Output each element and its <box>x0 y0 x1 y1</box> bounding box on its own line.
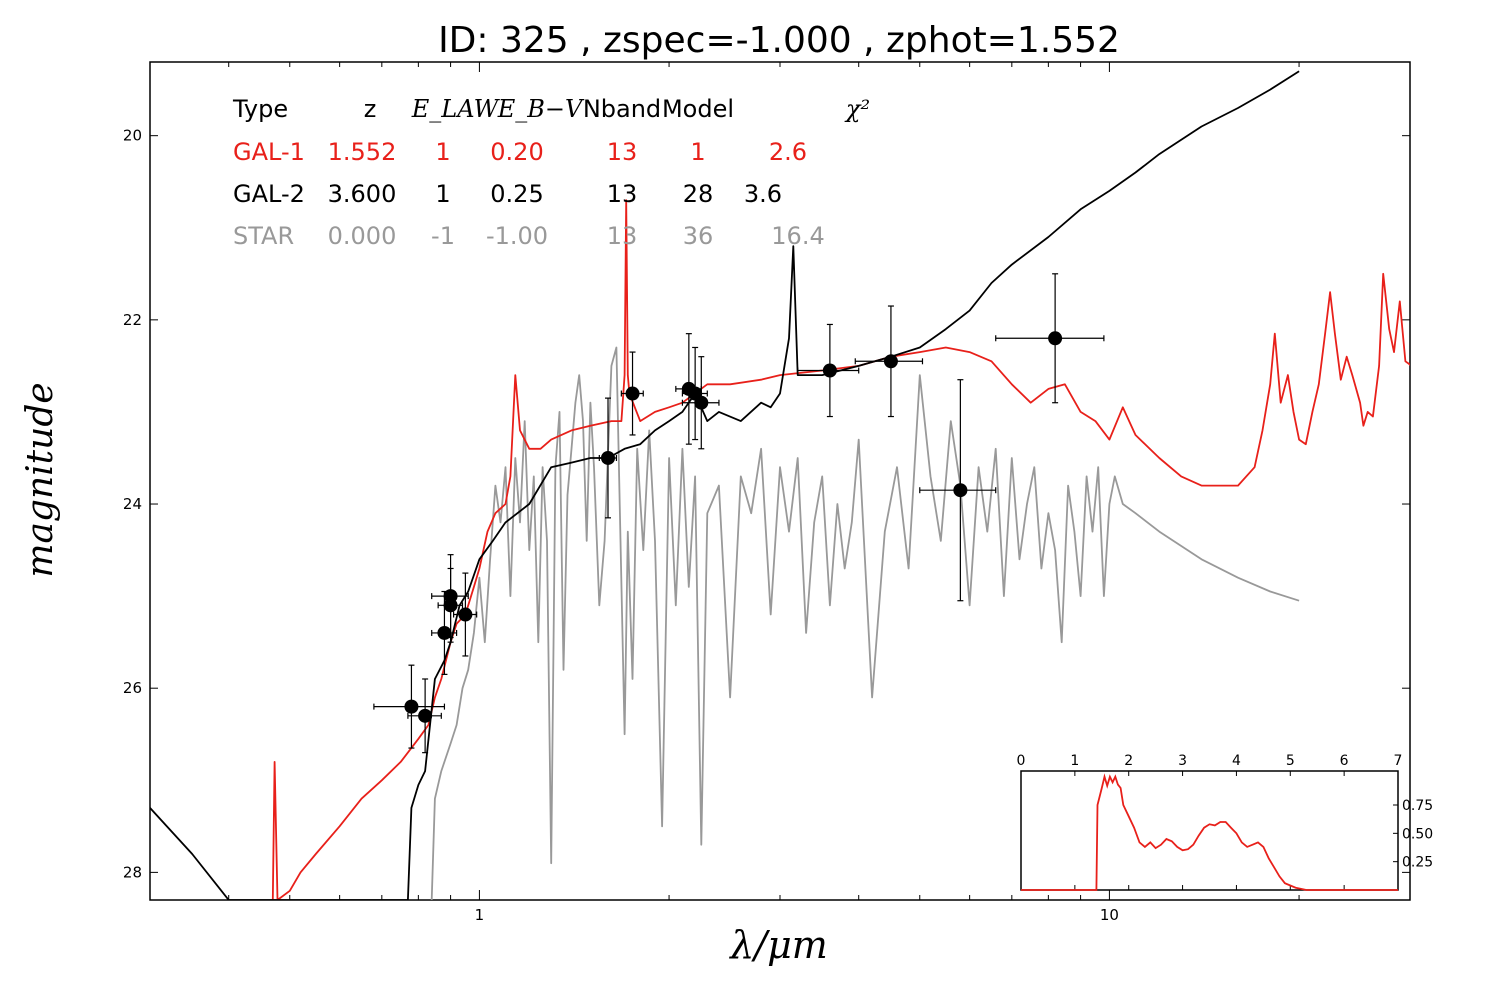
photometry-point <box>919 379 997 602</box>
table-cell: 1.552 <box>328 138 397 166</box>
y-tick-label: 22 <box>123 311 142 329</box>
table-header-cell: E_B−V <box>497 95 585 123</box>
y-tick-label: 28 <box>123 863 142 881</box>
photometry-point <box>598 397 618 519</box>
photometry-point <box>453 572 478 657</box>
table-cell: 13 <box>607 138 638 166</box>
inset-x-tick-label: 3 <box>1178 753 1187 769</box>
photometry-point <box>681 346 708 441</box>
photometry-point <box>373 664 446 749</box>
table-cell: 13 <box>607 222 638 250</box>
table-cell: 1 <box>435 138 450 166</box>
inset-x-tick-label: 0 <box>1017 753 1026 769</box>
inset-y-tick-label: 0.50 <box>1402 826 1433 842</box>
inset-x-tick-label: 6 <box>1340 753 1349 769</box>
inset-x-tick-label: 7 <box>1394 753 1403 769</box>
y-tick-label: 24 <box>123 495 142 513</box>
table-cell: 2.6 <box>769 138 807 166</box>
photometry-point <box>854 305 924 418</box>
table-cell: 0.20 <box>490 138 543 166</box>
photometry-point <box>431 554 469 639</box>
table-cell: 16.4 <box>771 222 824 250</box>
table-header-cell: E_LAW <box>411 95 501 123</box>
table-header-cell: Type <box>232 95 288 123</box>
series-line-star <box>430 346 1300 900</box>
x-tick-label: 10 <box>1100 906 1119 924</box>
y-tick-label: 26 <box>123 679 142 697</box>
y-axis-label: magnitude <box>20 382 61 577</box>
inset-x-tick-label: 4 <box>1232 753 1241 769</box>
y-tick-label: 20 <box>123 127 142 145</box>
table-header-cell: χ² <box>844 95 870 123</box>
photometry-point <box>681 356 720 450</box>
table-cell: -1 <box>431 222 455 250</box>
table-header-cell: z <box>364 95 377 123</box>
table-cell: 36 <box>683 222 714 250</box>
photometry-point <box>797 323 860 418</box>
table-cell: GAL-2 <box>233 180 305 208</box>
table-cell: 1 <box>690 138 705 166</box>
table-cell: 0.000 <box>328 222 397 250</box>
photometry-point <box>407 678 442 754</box>
inset-x-tick-label: 2 <box>1124 753 1133 769</box>
table-cell: 1 <box>435 180 450 208</box>
chart-title: ID: 325 , zspec=-1.000 , zphot=1.552 <box>438 20 1120 61</box>
fit-results-table: Type z E_LAW E_B−V Nband Model χ² GAL-1 1.552 1 0.… <box>232 95 870 250</box>
inset-pdf-plot: 0 1 2 3 4 5 6 7 0.25 0.50 0.75 <box>1017 753 1433 891</box>
inset-frame <box>1020 770 1399 891</box>
table-cell: 28 <box>683 180 714 208</box>
photometry-point <box>995 273 1105 404</box>
table-cell: 3.6 <box>744 180 782 208</box>
table-cell: STAR <box>233 222 294 250</box>
x-tick-label: 1 <box>475 906 485 924</box>
table-cell: GAL-1 <box>233 138 305 166</box>
table-cell: 0.25 <box>490 180 543 208</box>
table-cell: 3.600 <box>328 180 397 208</box>
inset-y-tick-label: 0.75 <box>1402 798 1433 814</box>
inset-y-tick-label: 0.25 <box>1402 855 1433 871</box>
table-header-cell: Nband <box>583 95 661 123</box>
table-header-cell: Model <box>662 95 734 123</box>
x-axis-label: λ/μm <box>728 923 828 967</box>
photometry-point <box>620 351 644 436</box>
table-cell: 13 <box>607 180 638 208</box>
inset-x-tick-label: 1 <box>1070 753 1079 769</box>
inset-x-tick-label: 5 <box>1286 753 1295 769</box>
inset-pdf-line <box>1021 773 1398 891</box>
table-cell: -1.00 <box>486 222 548 250</box>
